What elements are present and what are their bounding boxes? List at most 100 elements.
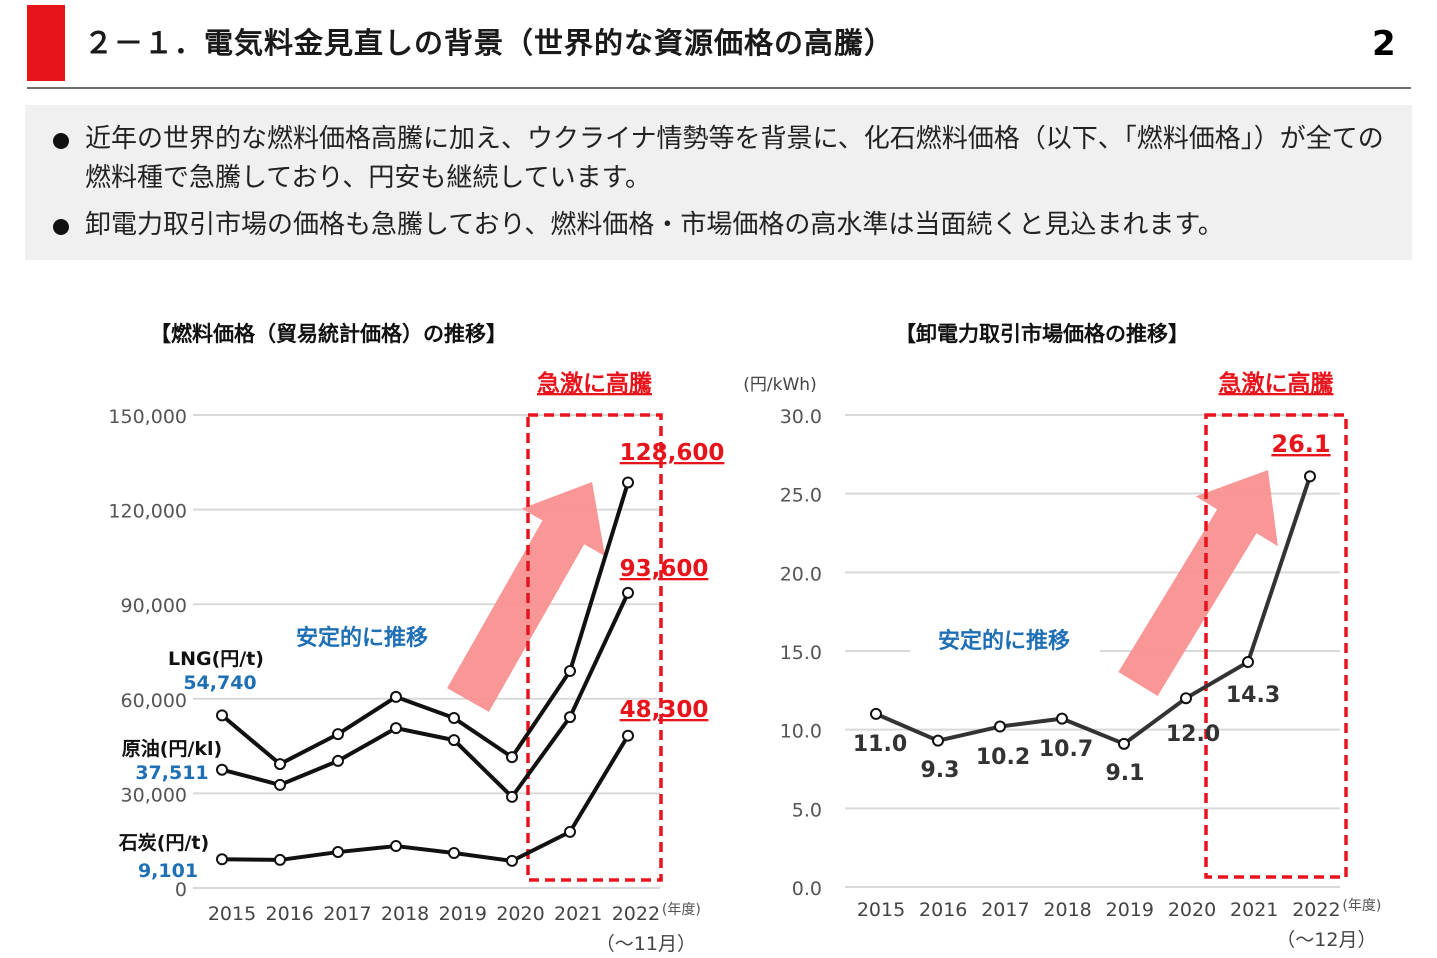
- header-accent-bar: [27, 5, 65, 81]
- bullet-icon: [53, 219, 69, 235]
- data-point: [506, 854, 518, 867]
- x-axis-unit: (年度): [1342, 898, 1381, 914]
- data-value-label: 14.3: [1226, 683, 1280, 708]
- x-tick-label: 2019: [439, 903, 487, 925]
- y-tick-label: 0.0: [792, 878, 822, 900]
- series-start-value: 37,511: [135, 762, 208, 784]
- stable-label: 安定的に推移: [938, 628, 1070, 654]
- data-point: [332, 846, 344, 859]
- data-point: [1118, 737, 1130, 750]
- data-point: [564, 711, 576, 724]
- y-tick-label: 30,000: [121, 784, 187, 806]
- y-tick-label: 15.0: [780, 642, 822, 664]
- data-point: [332, 754, 344, 767]
- summary-box: 近年の世界的な燃料価格高騰に加え、ウクライナ情勢等を背景に、化石燃料価格（以下、…: [25, 105, 1412, 260]
- stable-label-background: [910, 624, 1100, 658]
- data-point: [564, 825, 576, 838]
- data-point: [506, 751, 518, 764]
- data-value-label: 10.2: [976, 745, 1030, 770]
- data-point: [622, 476, 634, 489]
- data-point: [994, 720, 1006, 733]
- data-value-label: 9.3: [921, 758, 960, 783]
- page-title: ２－１．電気料金見直しの背景（世界的な資源価格の高騰）: [84, 26, 895, 60]
- data-point: [1304, 470, 1316, 483]
- x-tick-label: 2015: [208, 903, 256, 925]
- surge-label: 急激に高騰: [537, 370, 653, 397]
- x-tick-label: 2016: [919, 899, 967, 921]
- data-point: [448, 712, 460, 725]
- data-value-label: 9.1: [1106, 761, 1145, 786]
- y-tick-label: 5.0: [792, 799, 822, 821]
- fuel-chart-title: 【燃料価格（貿易統計価格）の推移】: [150, 322, 507, 346]
- data-point: [1180, 692, 1192, 705]
- y-tick-label: 10.0: [780, 721, 822, 743]
- summary-text: 卸電力取引市場の価格も急騰しており、燃料価格・市場価格の高水準は当面続くと見込ま…: [85, 210, 1224, 240]
- series-end-value: 128,600: [620, 440, 725, 466]
- surge-arrow-icon: [1118, 470, 1278, 696]
- data-point: [274, 853, 286, 866]
- stable-label: 安定的に推移: [296, 625, 428, 651]
- data-point: [390, 722, 402, 735]
- data-value-label: 12.0: [1166, 722, 1220, 747]
- data-point: [506, 790, 518, 803]
- data-point: [448, 846, 460, 859]
- surge-arrow-icon: [447, 482, 606, 712]
- y-tick-label: 150,000: [108, 406, 187, 428]
- series-line: [220, 481, 630, 767]
- data-point: [216, 763, 228, 776]
- data-point: [1242, 656, 1254, 669]
- series-end-value: 93,600: [620, 556, 709, 582]
- x-tick-label: 2020: [1168, 899, 1216, 921]
- data-point: [1056, 712, 1068, 725]
- x-tick-label: 2018: [381, 903, 429, 925]
- data-point: [216, 709, 228, 722]
- x-tick-label: 2022: [612, 903, 660, 925]
- series-end-value: 48,300: [620, 697, 709, 723]
- summary-bullet: 近年の世界的な燃料価格高騰に加え、ウクライナ情勢等を背景に、化石燃料価格（以下、…: [53, 120, 1405, 198]
- surge-highlight-box: [1204, 413, 1348, 879]
- surge-highlight-box: [526, 413, 663, 882]
- series-line: [875, 475, 1312, 746]
- summary-text: 近年の世界的な燃料価格高騰に加え、ウクライナ情勢等を背景に、化石燃料価格（以下、…: [85, 124, 1384, 193]
- data-point: [390, 840, 402, 853]
- y-tick-label: 120,000: [108, 501, 187, 523]
- data-point: [448, 734, 460, 747]
- series-line: [221, 734, 630, 863]
- data-point: [390, 690, 402, 703]
- x-axis-unit: (年度): [662, 902, 701, 918]
- data-value-label: 11.0: [853, 732, 907, 757]
- y-tick-label: 0: [175, 879, 187, 901]
- data-point: [932, 734, 944, 747]
- data-point: [622, 729, 634, 742]
- series-start-value: 9,101: [138, 860, 198, 882]
- y-tick-label: 30.0: [780, 406, 822, 428]
- data-point: [870, 707, 882, 720]
- series-name-label: LNG(円/t): [168, 648, 264, 670]
- series-name-label: 石炭(円/t): [118, 832, 209, 854]
- y-axis-unit: (円/kWh): [743, 375, 816, 395]
- power-chart-title: 【卸電力取引市場価格の推移】: [895, 322, 1189, 346]
- x-tick-label: 2017: [323, 903, 371, 925]
- data-point: [274, 758, 286, 771]
- series-name-label: 原油(円/kl): [122, 738, 222, 760]
- x-axis-note: （～11月）: [596, 933, 696, 955]
- data-point: [564, 665, 576, 678]
- x-tick-label: 2021: [1230, 899, 1278, 921]
- surge-label: 急激に高騰: [1219, 370, 1335, 397]
- header-divider: [27, 87, 1411, 89]
- y-tick-label: 60,000: [121, 690, 187, 712]
- data-point: [332, 728, 344, 741]
- data-point: [622, 586, 634, 599]
- y-tick-label: 90,000: [121, 595, 187, 617]
- summary-bullet: 卸電力取引市場の価格も急騰しており、燃料価格・市場価格の高水準は当面続くと見込ま…: [53, 206, 1405, 245]
- x-tick-label: 2018: [1043, 899, 1091, 921]
- x-tick-label: 2017: [981, 899, 1029, 921]
- data-value-label: 26.1: [1271, 430, 1330, 458]
- page-number: 2: [1372, 24, 1396, 64]
- x-tick-label: 2020: [496, 903, 544, 925]
- x-axis-note: （～12月）: [1276, 929, 1376, 951]
- y-tick-label: 20.0: [780, 563, 822, 585]
- data-value-label: 10.7: [1039, 737, 1093, 762]
- x-tick-label: 2019: [1106, 899, 1154, 921]
